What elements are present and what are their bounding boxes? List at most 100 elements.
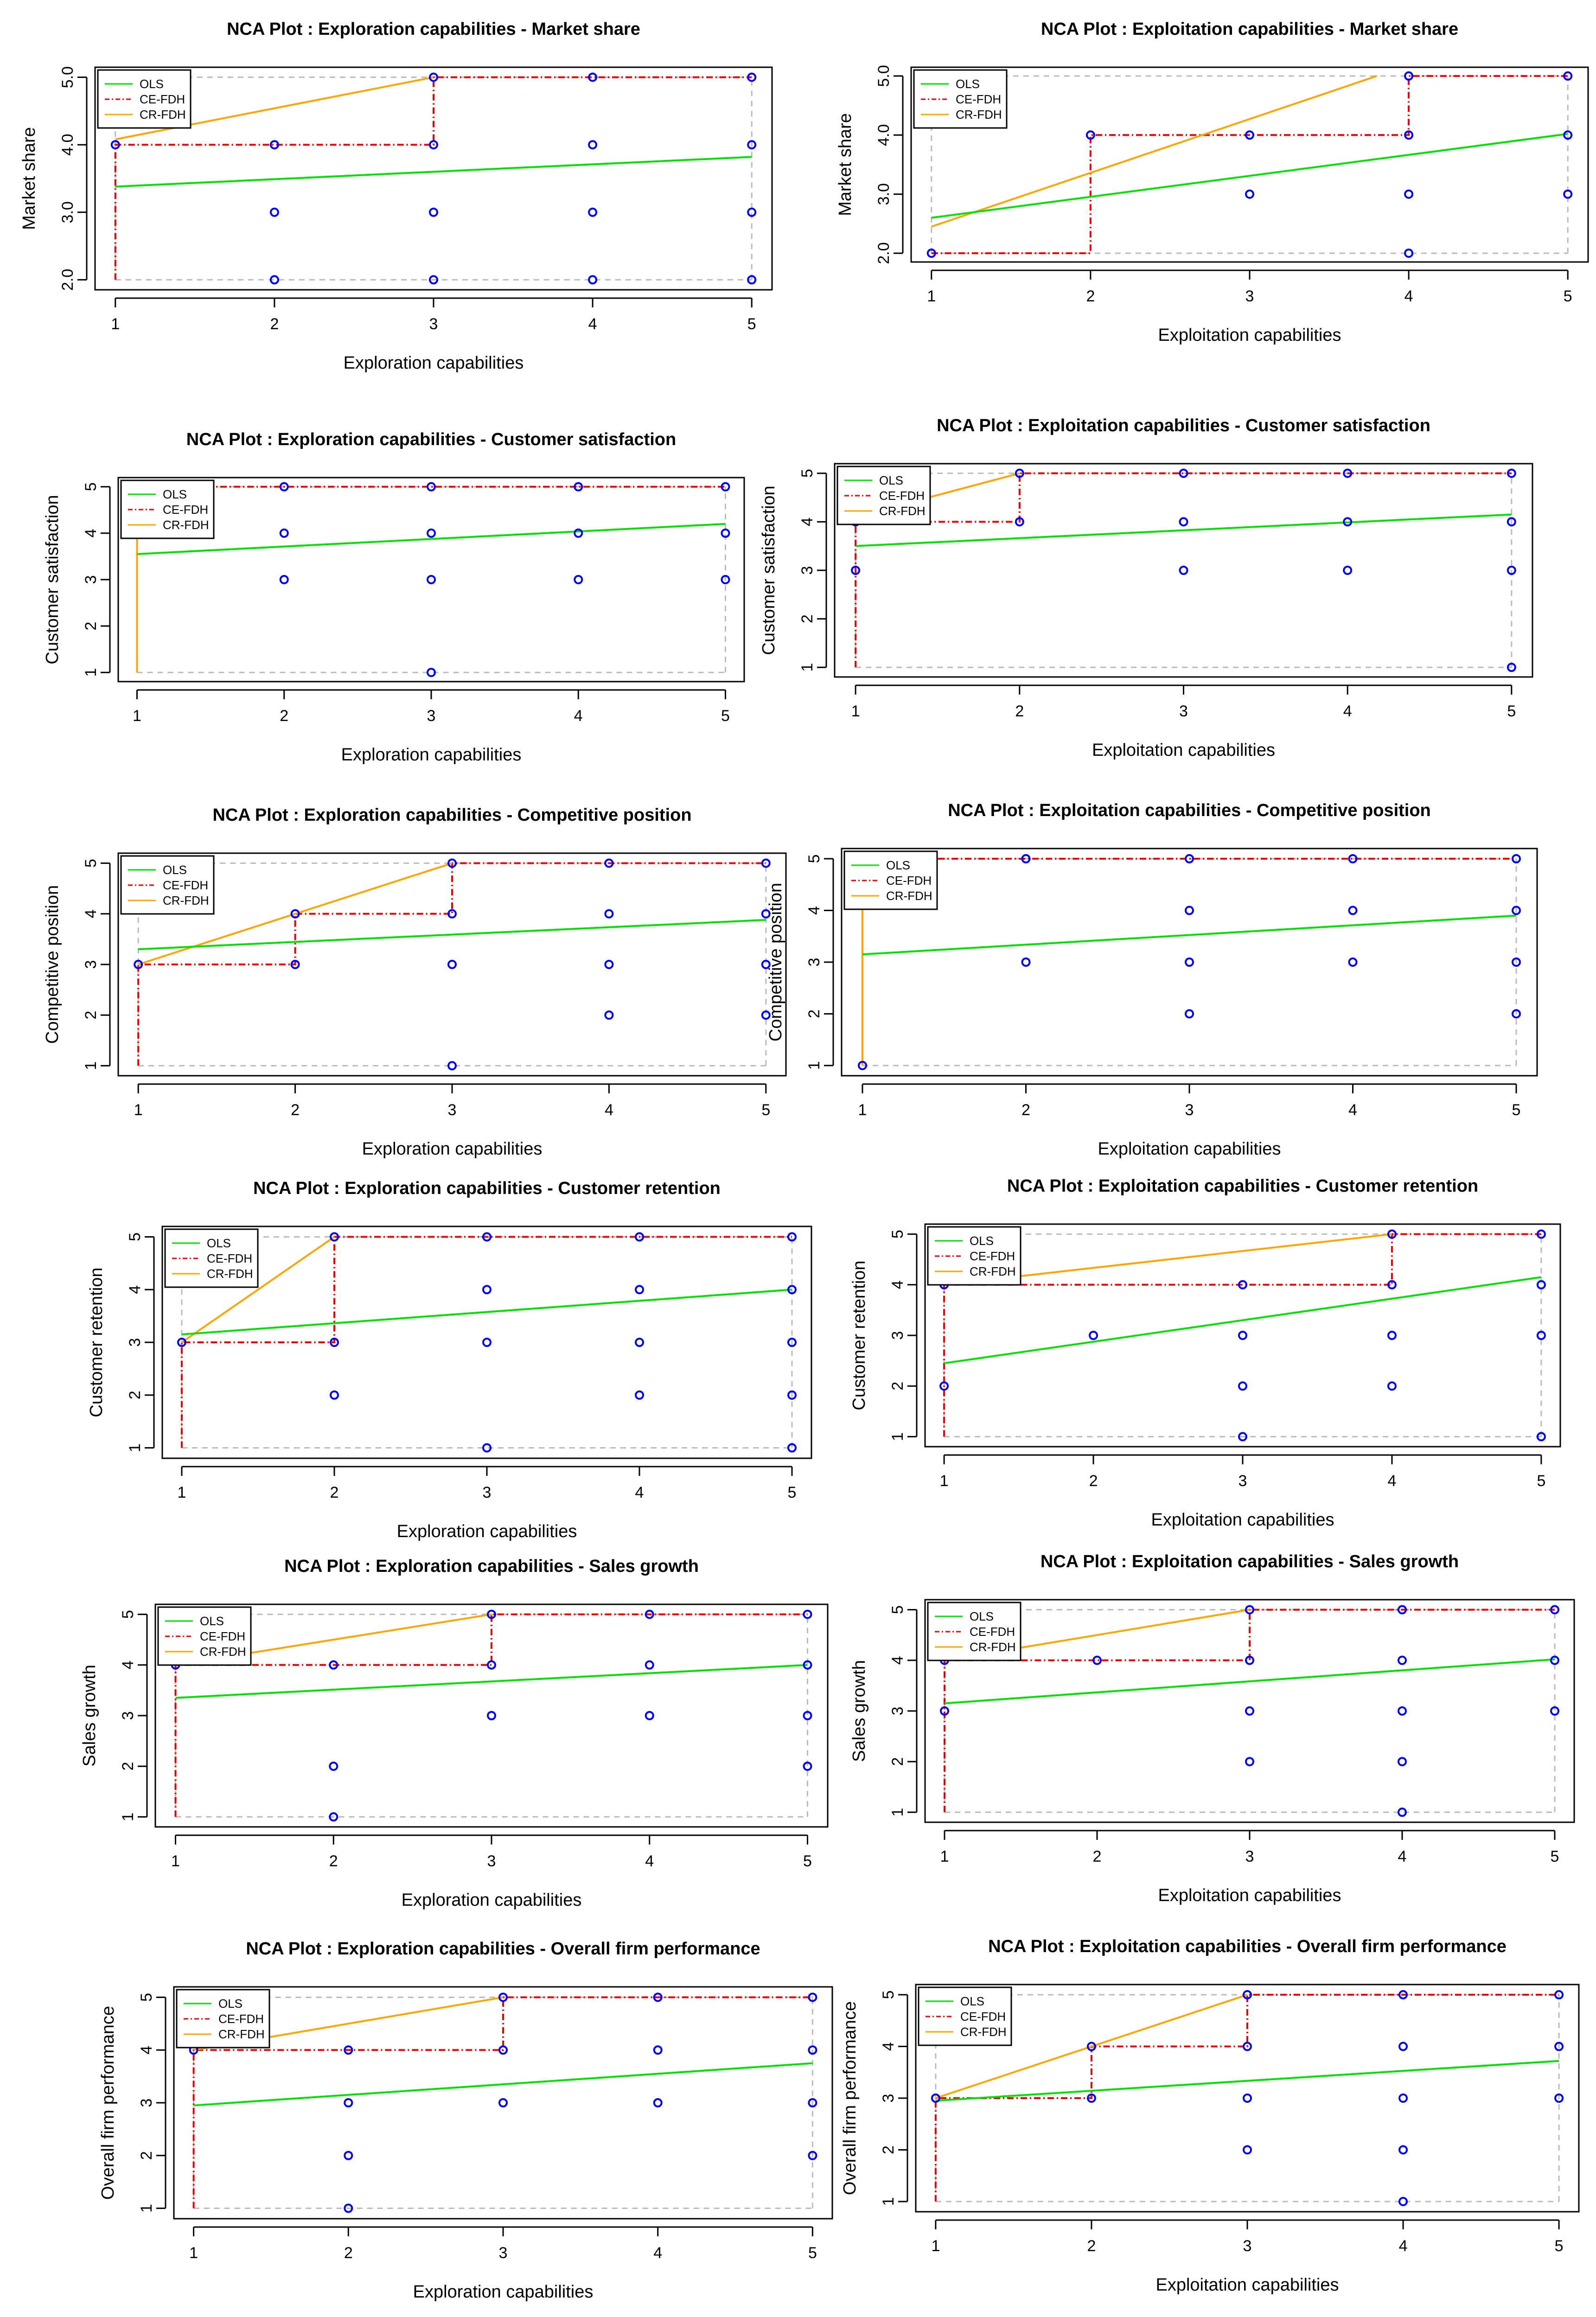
data-point xyxy=(427,575,436,584)
data-point xyxy=(1512,1009,1521,1019)
y-tick-label: 2 xyxy=(805,1009,823,1018)
ce-fdh-line xyxy=(943,1233,1541,1437)
ce-fdh-line xyxy=(136,485,726,673)
nca-plot-2: NCA Plot : Exploitation capabilities - M… xyxy=(836,19,1589,345)
ols-line xyxy=(855,513,1512,547)
data-point xyxy=(1185,854,1194,864)
data-point xyxy=(1238,1381,1247,1391)
y-tick-label: 2 xyxy=(880,2145,897,2154)
legend-label: CR-FDH xyxy=(970,1264,1016,1278)
nca-plot-5: NCA Plot : Exploration capabilities - Co… xyxy=(43,805,787,1159)
x-axis-label: Exploration capabilities xyxy=(341,745,522,765)
data-point xyxy=(269,275,279,285)
legend-label: CR-FDH xyxy=(163,518,209,532)
y-tick-label: 4 xyxy=(119,1660,137,1669)
y-tick-label: 1 xyxy=(119,1813,137,1821)
plot-frame xyxy=(910,66,1589,263)
chart-title: NCA Plot : Exploration capabilities - Cu… xyxy=(186,430,676,449)
legend-box xyxy=(164,1228,259,1288)
ols-line xyxy=(944,1276,1542,1365)
x-tick-label: 1 xyxy=(940,1472,949,1490)
data-point xyxy=(1348,906,1358,915)
legend-label: CE-FDH xyxy=(879,489,925,503)
data-point xyxy=(808,1992,817,2002)
data-point xyxy=(761,1010,771,1020)
data-point xyxy=(808,2045,817,2055)
data-point xyxy=(429,207,438,217)
y-tick-label: 1 xyxy=(805,1061,823,1070)
data-point xyxy=(1343,468,1353,478)
x-tick-label: 5 xyxy=(788,1484,797,1501)
x-tick-label: 5 xyxy=(1512,1101,1521,1119)
data-point xyxy=(761,858,771,868)
x-tick-label: 2 xyxy=(291,1101,300,1119)
plot-frame xyxy=(154,1603,829,1828)
data-point xyxy=(1343,517,1353,527)
data-point xyxy=(330,1338,339,1347)
y-tick-label: 1 xyxy=(889,1432,907,1441)
y-tick-label: 2 xyxy=(889,1382,907,1391)
x-tick-label: 4 xyxy=(1387,1472,1396,1490)
ce-fdh-line xyxy=(934,1994,1559,2202)
data-point xyxy=(1563,189,1573,199)
data-point xyxy=(1085,130,1095,140)
y-tick-label: 5 xyxy=(889,1605,907,1614)
ols-line xyxy=(944,1658,1555,1704)
chart-title: NCA Plot : Exploitation capabilities - C… xyxy=(937,416,1430,435)
x-tick-label: 4 xyxy=(1398,1848,1407,1865)
legend-label: CR-FDH xyxy=(163,894,209,907)
legend: OLS CE-FDH CR-FDH xyxy=(843,850,938,910)
x-tick-label: 1 xyxy=(931,2237,940,2255)
data-point xyxy=(604,1010,614,1020)
x-tick-label: 2 xyxy=(1015,702,1024,720)
plot-frame xyxy=(161,1226,812,1459)
y-tick-label: 2 xyxy=(798,614,816,623)
data-point xyxy=(487,1711,496,1720)
y-tick-label: 3 xyxy=(805,958,823,967)
data-point xyxy=(1563,130,1573,140)
legend-label: OLS xyxy=(970,1234,994,1248)
data-point xyxy=(635,1285,644,1295)
data-point xyxy=(787,1390,797,1400)
data-point xyxy=(588,72,598,82)
x-tick-label: 3 xyxy=(1245,1848,1254,1865)
nca-plot-4: NCA Plot : Exploitation capabilities - C… xyxy=(759,416,1533,760)
data-point xyxy=(747,207,757,217)
legend-label: OLS xyxy=(886,858,910,872)
data-point xyxy=(427,528,436,538)
x-tick-label: 2 xyxy=(280,707,288,725)
data-point xyxy=(1245,1706,1254,1716)
data-point xyxy=(1398,1757,1407,1767)
data-point xyxy=(290,909,300,919)
x-tick-label: 2 xyxy=(1021,1101,1030,1119)
data-point xyxy=(803,1711,812,1720)
ce-fdh-line xyxy=(862,858,1516,1066)
data-point xyxy=(653,2045,663,2055)
data-point xyxy=(1512,957,1521,967)
data-point xyxy=(1245,1655,1254,1665)
data-point xyxy=(1550,1706,1559,1716)
data-point xyxy=(653,2098,663,2107)
legend-label: CE-FDH xyxy=(200,1629,245,1643)
legend-label: OLS xyxy=(956,77,980,91)
data-point xyxy=(1536,1331,1546,1340)
data-point xyxy=(177,1338,186,1347)
ce-fdh-line xyxy=(944,1608,1555,1813)
chart-title: NCA Plot : Exploration capabilities - Cu… xyxy=(253,1179,721,1198)
nca-plot-7: NCA Plot : Exploration capabilities - Cu… xyxy=(87,1179,812,1541)
x-axis-label: Exploration capabilities xyxy=(413,2282,594,2302)
data-point xyxy=(1398,1990,1408,2000)
data-point xyxy=(1550,1655,1559,1665)
x-tick-label: 1 xyxy=(171,1852,180,1870)
data-point xyxy=(1245,1757,1254,1767)
y-tick-label: 3 xyxy=(126,1338,144,1347)
data-point xyxy=(1554,1990,1564,2000)
x-tick-label: 3 xyxy=(483,1484,492,1501)
data-point xyxy=(498,1992,508,2002)
x-tick-label: 4 xyxy=(645,1852,654,1870)
plot-frame xyxy=(117,852,787,1077)
y-tick-label: 5.0 xyxy=(59,66,77,88)
y-tick-label: 5 xyxy=(82,859,100,868)
data-point xyxy=(429,140,438,150)
x-axis-label: Exploitation capabilities xyxy=(1098,1139,1281,1159)
